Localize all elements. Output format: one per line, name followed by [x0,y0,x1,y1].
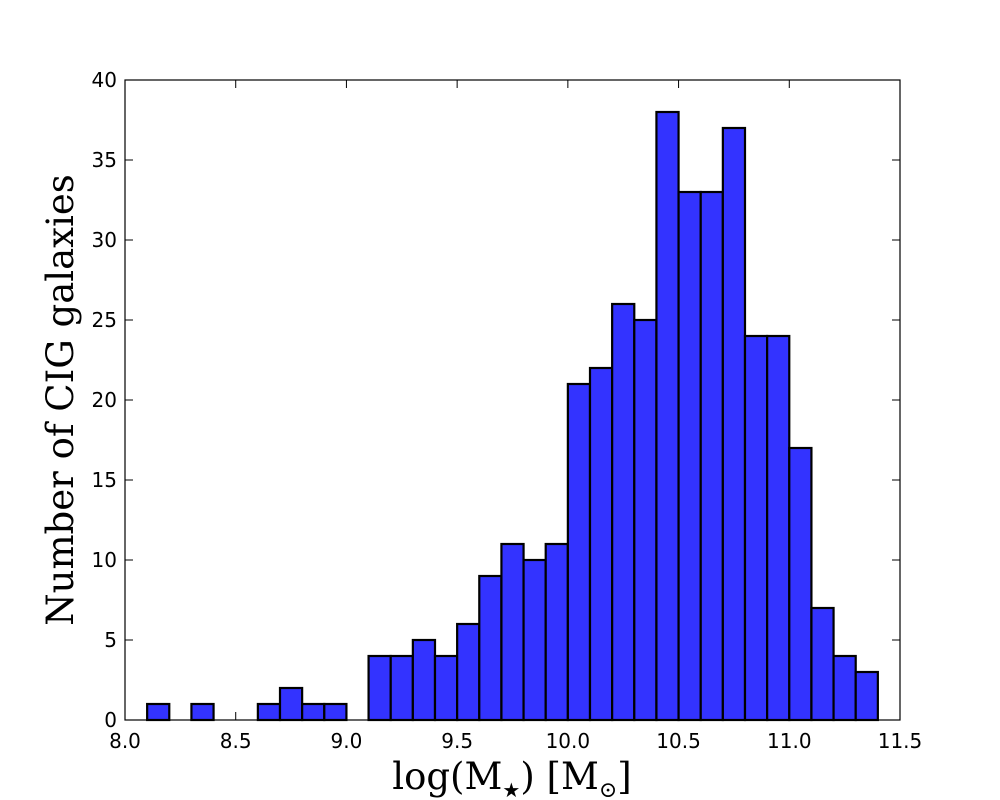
histogram-bar [832,654,857,722]
histogram-bar [433,654,459,722]
histogram-bar [611,302,636,722]
x-tick-label: 9.0 [331,729,363,753]
y-tick-label: 5 [104,628,117,652]
histogram-bar [655,110,680,722]
histogram-bar [500,542,525,722]
y-tick-label: 30 [92,228,117,252]
histogram-bar [389,654,414,722]
y-tick-label: 10 [92,548,117,572]
histogram-bar [588,366,614,722]
x-tick-label: 8.0 [109,729,141,753]
x-tick-label: 11.5 [878,729,923,753]
histogram-bar [367,654,392,722]
histogram-bar [788,446,813,722]
y-axis-title: Number of CIG galaxies [39,174,82,626]
histogram-bar [323,702,348,722]
x-axis-title-subscript-star: ★ [502,778,520,800]
histogram-bar [854,670,879,722]
histogram-bar [766,334,791,722]
histogram-bar [256,702,282,722]
histogram-bar [743,334,769,722]
x-axis-title-close: ] [617,755,631,798]
x-tick-label: 11.0 [767,729,812,753]
y-tick-label: 35 [92,148,117,172]
y-tick-label: 25 [92,308,117,332]
histogram-bar [278,686,304,722]
y-tick-label: 15 [92,468,117,492]
x-tick-label: 8.5 [220,729,252,753]
x-tick-label: 10.0 [546,729,591,753]
x-axis-title-unit: ) [M [520,755,599,798]
histogram-bar [633,318,658,722]
plot-frame [124,79,901,721]
x-axis-title-main: log(M [392,755,502,798]
histogram-bar [301,702,326,722]
histogram-bar [721,126,747,722]
histogram-bar [190,702,215,722]
bars-layer [146,110,879,722]
y-tick-label: 40 [92,68,117,92]
histogram-bar [810,606,835,722]
histogram-bar [544,542,569,722]
histogram-bar [677,190,702,722]
histogram-bar [566,382,592,722]
x-axis-title: log(M★) [M⊙] [392,755,631,800]
tick-labels-layer: 8.0 8.5 9.0 9.5 10.0 10.5 11.0 11.5 0 5 10 15 20 25 30… [92,68,923,753]
histogram-bar [456,622,481,722]
x-tick-label: 9.5 [441,729,473,753]
x-tick-label: 10.5 [656,729,701,753]
histogram-bar [522,558,547,722]
histogram-bar [146,702,171,722]
histogram-bar [411,638,437,722]
y-tick-label: 0 [104,708,117,732]
x-axis-title-subscript-sun: ⊙ [599,778,617,800]
histogram-bar [478,574,503,722]
histogram-bar [699,190,724,722]
y-tick-label: 20 [92,388,117,412]
